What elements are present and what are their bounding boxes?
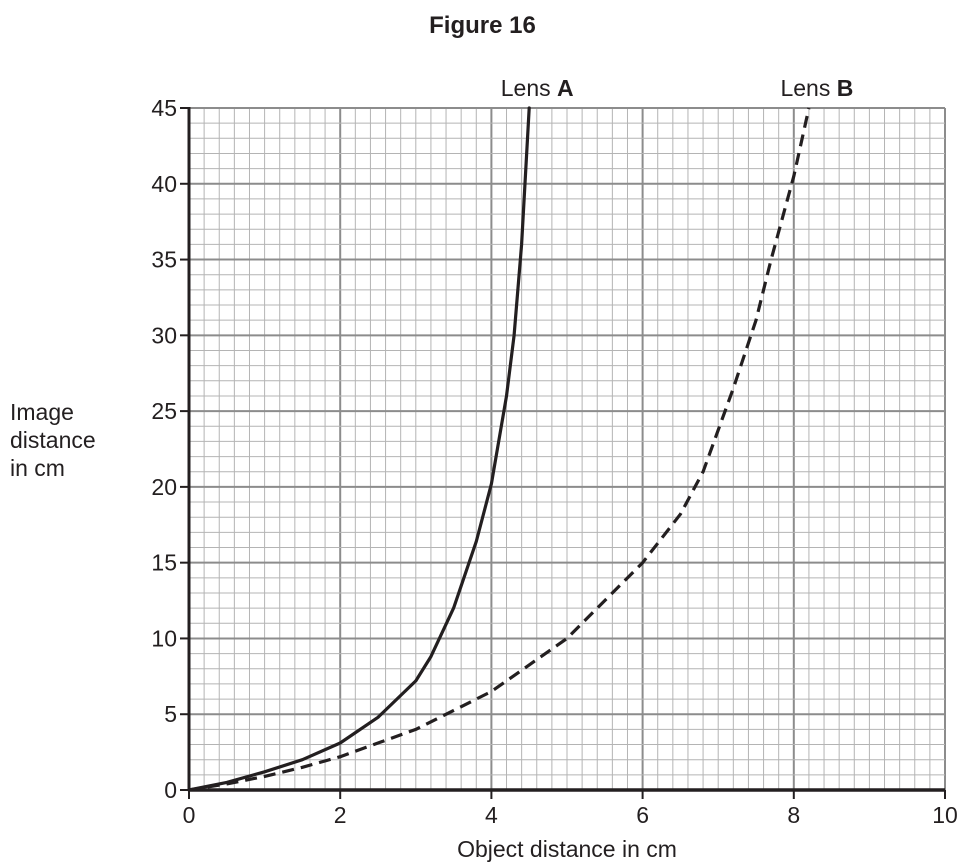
y-tick-label: 45 (151, 95, 177, 121)
y-axis-label-line: distance (10, 427, 96, 453)
y-tick-label: 10 (151, 625, 177, 651)
lens-b-curve (188, 107, 811, 792)
x-tick-label: 10 (932, 802, 958, 828)
axes (180, 107, 946, 799)
y-axis-label-line: in cm (10, 455, 65, 481)
x-tick-label: 2 (334, 802, 347, 828)
y-axis-label-line: Image (10, 399, 74, 425)
series-label-letter: A (557, 75, 574, 101)
curves (187, 106, 811, 792)
lens-a-curve (187, 106, 531, 792)
series-label-prefix: Lens (780, 75, 836, 101)
figure-title: Figure 16 (429, 12, 536, 39)
x-axis-label: Object distance in cm (457, 836, 677, 862)
x-tick-label: 8 (787, 802, 800, 828)
y-tick-label: 35 (151, 247, 177, 273)
y-tick-label: 20 (151, 474, 177, 500)
y-tick-label: 25 (151, 398, 177, 424)
y-tick-label: 15 (151, 550, 177, 576)
series-label: Lens A (501, 75, 574, 101)
grid (188, 107, 946, 791)
x-tick-label: 4 (485, 802, 498, 828)
series-label-letter: B (837, 75, 854, 101)
y-tick-label: 40 (151, 171, 177, 197)
x-tick-label: 0 (183, 802, 196, 828)
series-labels: Lens A Lens B (501, 75, 854, 101)
x-tick-label: 6 (636, 802, 649, 828)
y-tick-label: 0 (164, 777, 177, 803)
tick-labels: 0 5 10 15 20 25 30 35 40 45 0 2 4 6 8 10 (151, 95, 957, 828)
series-label-prefix: Lens (501, 75, 557, 101)
y-tick-label: 5 (164, 701, 177, 727)
y-axis-label: Image distance in cm (10, 398, 96, 482)
series-label: Lens B (780, 75, 853, 101)
y-tick-label: 30 (151, 322, 177, 348)
